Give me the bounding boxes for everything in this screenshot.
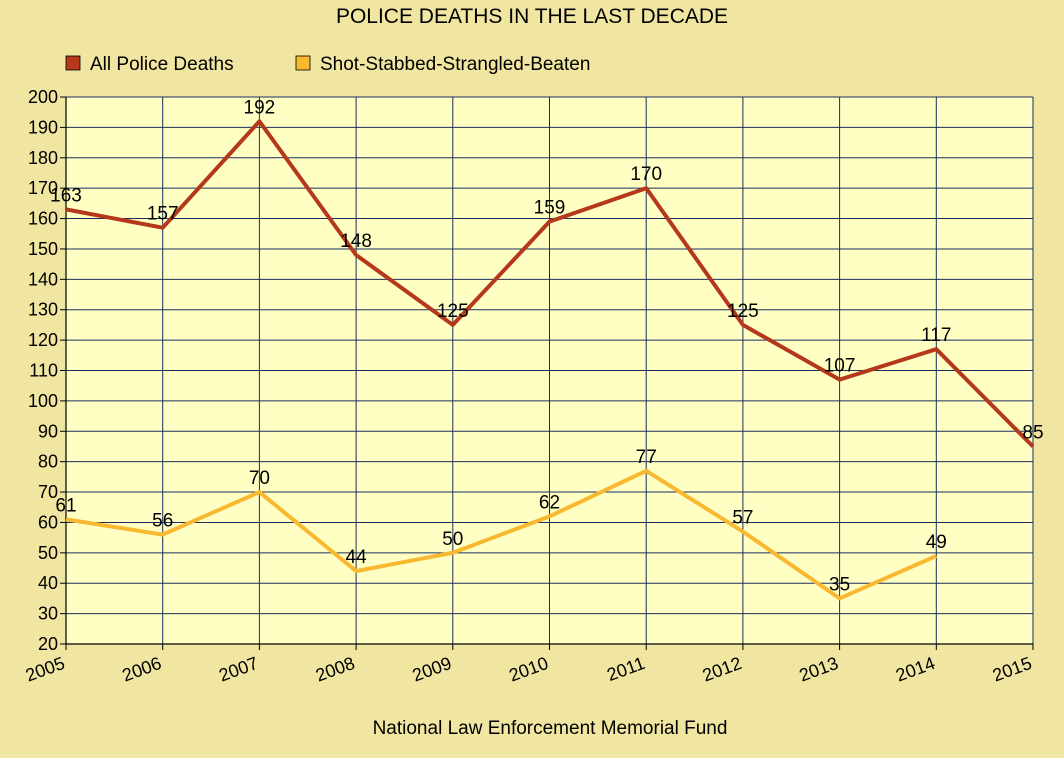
legend-label-shot-stabbed-strangled-beaten: Shot-Stabbed-Strangled-Beaten: [320, 54, 590, 75]
chart-title: POLICE DEATHS IN THE LAST DECADE: [336, 5, 728, 28]
y-tick-label: 160: [28, 209, 58, 229]
data-label: 85: [1022, 422, 1043, 443]
x-tick-label: 2013: [796, 653, 840, 685]
y-tick-label: 200: [28, 87, 58, 107]
x-tick-label: 2014: [893, 653, 937, 685]
data-label: 77: [636, 447, 657, 468]
y-tick-label: 40: [38, 573, 58, 593]
x-tick-label: 2009: [410, 653, 454, 685]
y-tick-label: 90: [38, 421, 58, 441]
x-tick-label: 2005: [23, 653, 67, 685]
data-label: 49: [926, 532, 947, 553]
x-tick-label: 2010: [506, 653, 550, 685]
data-label: 44: [346, 547, 368, 568]
y-tick-label: 100: [28, 391, 58, 411]
x-tick-label: 2012: [700, 653, 744, 685]
legend-swatch-all-police-deaths: [65, 55, 81, 71]
data-label: 170: [630, 164, 662, 185]
y-tick-label: 80: [38, 452, 58, 472]
data-label: 107: [824, 356, 856, 377]
data-label: 61: [55, 495, 76, 516]
series-lines: [65, 119, 1035, 601]
data-label: 148: [340, 231, 372, 252]
y-tick-label: 20: [38, 634, 58, 654]
x-tick-label: 2015: [990, 653, 1034, 685]
data-labels: 163 157 192 148 125 159 170 125 107 117 85 61 56 70 44…: [50, 97, 1043, 595]
legend-swatch-shot-stabbed-strangled-beaten: [295, 55, 311, 71]
data-label: 70: [249, 468, 270, 489]
y-tick-label: 70: [38, 482, 58, 502]
data-label: 117: [921, 325, 951, 346]
data-label: 50: [442, 529, 463, 550]
data-label: 125: [437, 301, 469, 322]
legend-label-all-police-deaths: All Police Deaths: [90, 54, 234, 75]
data-label: 125: [727, 301, 759, 322]
x-tick-label: 2011: [604, 653, 647, 685]
data-label: 157: [147, 204, 179, 225]
data-label: 192: [244, 97, 276, 118]
y-tick-label: 190: [28, 117, 58, 137]
data-label: 35: [829, 574, 850, 595]
data-label: 56: [152, 511, 173, 532]
data-label: 159: [534, 198, 566, 219]
data-label: 57: [732, 508, 753, 529]
data-label: 163: [50, 185, 82, 206]
y-tick-label: 120: [28, 330, 58, 350]
y-tick-label: 50: [38, 543, 58, 563]
x-axis: 2005 2006 2007 2008 2009 2010 2011 2012 2013 2014…: [23, 643, 1034, 685]
series-line-shot-stabbed-strangled-beaten: [65, 468, 938, 601]
y-tick-label: 140: [28, 269, 58, 289]
y-tick-label: 150: [28, 239, 58, 259]
source-note: National Law Enforcement Memorial Fund: [373, 718, 728, 739]
y-tick-label: 110: [29, 361, 58, 381]
legend: All Police Deaths Shot-Stabbed-Strangled…: [65, 54, 590, 75]
x-tick-label: 2007: [216, 653, 260, 685]
x-tick-label: 2008: [313, 653, 357, 685]
y-tick-label: 130: [28, 300, 58, 320]
y-tick-label: 180: [28, 148, 58, 168]
x-tick-label: 2006: [120, 653, 164, 685]
y-tick-label: 60: [38, 512, 58, 532]
series-line-all-police-deaths: [65, 119, 1035, 448]
y-tick-label: 170: [28, 178, 58, 198]
data-label: 62: [539, 492, 560, 513]
y-axis: 20 30 40 50 60 70 80 90 100 110 120 130 140 150 160 170…: [28, 87, 67, 654]
y-tick-label: 30: [38, 604, 58, 624]
